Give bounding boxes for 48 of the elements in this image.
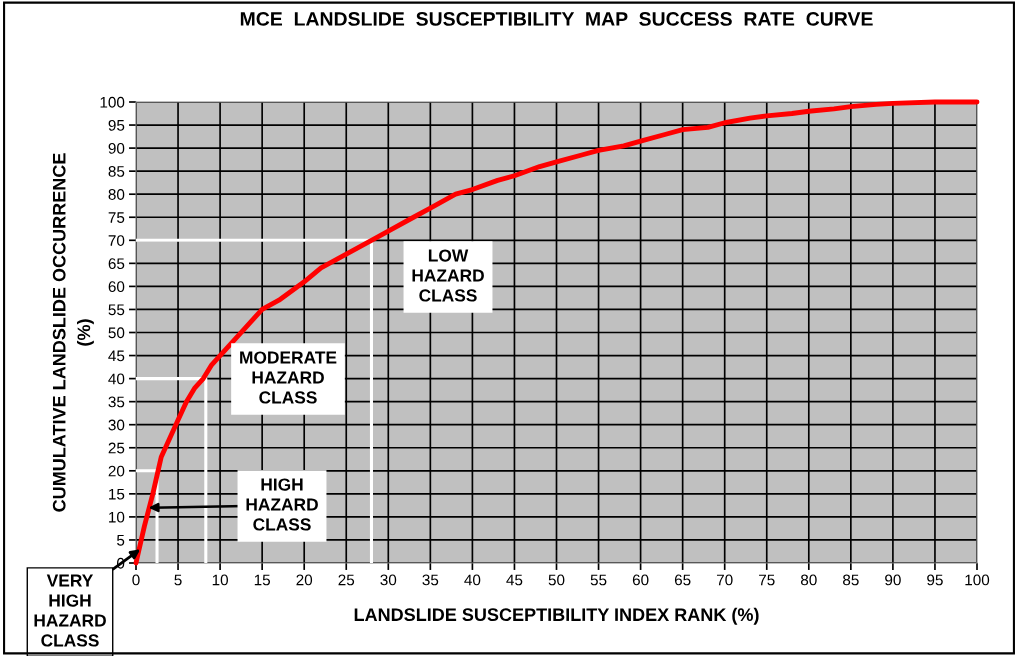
y-tick-label: 85: [108, 166, 125, 177]
x-tick-label: 40: [464, 574, 481, 586]
x-tick-label: 55: [590, 574, 607, 586]
y-axis-title: CUMULATIVE LANDSLIDE OCCURRENCE (%): [52, 153, 94, 512]
y-tick-label: 30: [108, 419, 125, 431]
y-tick-label: 60: [108, 281, 125, 293]
annotation: MODERATE HAZARD CLASS: [240, 351, 337, 404]
y-tick-label: 40: [108, 373, 125, 385]
y-tick-label: 75: [108, 212, 125, 223]
x-tick-label: 65: [674, 574, 691, 586]
x-tick-label: 75: [759, 574, 775, 586]
y-tick-label: 65: [108, 258, 125, 270]
x-tick-label: 90: [885, 574, 901, 586]
x-tick-label: 45: [506, 574, 523, 586]
x-axis-title: LANDSLIDE SUSCEPTIBILITY INDEX RANK (%): [354, 607, 759, 625]
y-tick-label: 90: [108, 142, 125, 154]
y-tick-label: 35: [108, 396, 125, 408]
x-tick-label: 60: [632, 574, 649, 586]
x-tick-label: 80: [800, 574, 817, 586]
x-tick-label: 0: [132, 574, 140, 586]
y-tick-label: 45: [108, 350, 125, 362]
x-tick-label: 25: [338, 574, 355, 586]
y-tick-label: 20: [108, 465, 125, 477]
x-tick-label: 35: [422, 574, 439, 586]
chart-title: MCE LANDSLIDE SUSCEPTIBILITY MAP SUCCESS RATE CURVE: [240, 12, 873, 26]
x-tick-label: 5: [174, 574, 182, 586]
y-tick-label: 10: [109, 511, 125, 523]
x-tick-label: 100: [965, 574, 990, 586]
annotation: HIGH HAZARD CLASS: [246, 478, 318, 531]
y-tick-label: 15: [109, 488, 125, 500]
x-tick-label: 85: [843, 574, 859, 586]
y-tick-label: 95: [108, 119, 125, 131]
x-tick-label: 15: [254, 574, 271, 586]
y-tick-label: 50: [108, 327, 125, 339]
annotation: LOW HAZARD CLASS: [412, 249, 484, 302]
annotation: VERY HIGH HAZARD CLASS: [34, 574, 106, 647]
x-tick-label: 70: [716, 574, 733, 586]
y-tick-label: 5: [117, 534, 125, 546]
y-tick-label: 70: [108, 235, 125, 246]
y-tick-label: 100: [100, 96, 125, 108]
y-tick-label: 55: [108, 304, 125, 316]
x-tick-label: 50: [548, 574, 565, 586]
y-tick-label: 80: [108, 189, 125, 200]
x-tick-label: 10: [212, 574, 228, 586]
x-tick-label: 30: [380, 574, 397, 586]
x-tick-label: 95: [927, 574, 943, 586]
x-tick-label: 20: [296, 574, 313, 586]
y-tick-label: 25: [108, 442, 125, 454]
